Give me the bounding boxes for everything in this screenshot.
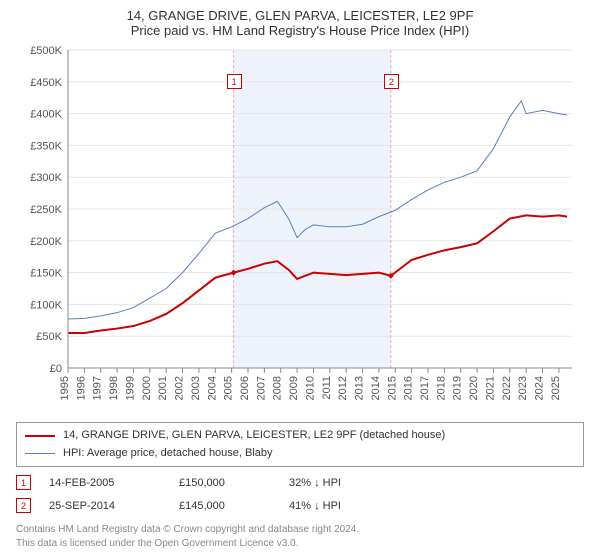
footer-line: Contains HM Land Registry data © Crown c… (16, 523, 584, 537)
event-marker-icon: 1 (227, 74, 242, 89)
transaction-marker-icon: 1 (16, 475, 31, 490)
svg-text:2025: 2025 (550, 376, 562, 400)
transaction-marker-icon: 2 (16, 498, 31, 513)
svg-text:£0: £0 (50, 363, 62, 375)
svg-text:£500K: £500K (30, 45, 62, 57)
svg-text:2016: 2016 (403, 376, 415, 400)
svg-text:2005: 2005 (223, 376, 235, 400)
svg-text:2024: 2024 (534, 376, 546, 400)
table-row: 1 14-FEB-2005 £150,000 32% ↓ HPI (16, 471, 584, 494)
svg-text:2000: 2000 (141, 376, 153, 400)
svg-text:1996: 1996 (75, 376, 87, 400)
svg-text:2006: 2006 (239, 376, 251, 400)
svg-text:2001: 2001 (157, 376, 169, 400)
svg-text:£200K: £200K (30, 236, 62, 248)
svg-text:£150K: £150K (30, 268, 62, 280)
title-sub: Price paid vs. HM Land Registry's House … (8, 23, 592, 38)
legend-label: HPI: Average price, detached house, Blab… (63, 445, 273, 463)
svg-text:1999: 1999 (124, 376, 136, 400)
svg-text:1998: 1998 (108, 376, 120, 400)
svg-text:2015: 2015 (386, 376, 398, 400)
legend-swatch (25, 435, 55, 437)
transactions-table: 1 14-FEB-2005 £150,000 32% ↓ HPI 2 25-SE… (16, 471, 584, 517)
svg-text:£250K: £250K (30, 204, 62, 216)
svg-text:£450K: £450K (30, 77, 62, 89)
transaction-date: 25-SEP-2014 (49, 500, 179, 512)
svg-text:2009: 2009 (288, 376, 300, 400)
line-chart: £0 £50K £100K £150K £200K £250K £300K £350K £400… (20, 44, 580, 414)
svg-text:2002: 2002 (174, 376, 186, 400)
event-marker-icon: 2 (384, 74, 399, 89)
svg-text:£300K: £300K (30, 172, 62, 184)
svg-text:£100K: £100K (30, 299, 62, 311)
chart-title-block: 14, GRANGE DRIVE, GLEN PARVA, LEICESTER,… (8, 8, 592, 38)
transaction-delta: 32% ↓ HPI (289, 477, 399, 489)
svg-text:2004: 2004 (206, 376, 218, 400)
title-main: 14, GRANGE DRIVE, GLEN PARVA, LEICESTER,… (8, 8, 592, 23)
svg-text:£50K: £50K (36, 331, 62, 343)
svg-text:2010: 2010 (304, 376, 316, 400)
footer-attribution: Contains HM Land Registry data © Crown c… (16, 523, 584, 550)
legend-item: HPI: Average price, detached house, Blab… (25, 445, 575, 463)
svg-text:2007: 2007 (255, 376, 267, 400)
transaction-date: 14-FEB-2005 (49, 477, 179, 489)
svg-text:1997: 1997 (92, 376, 104, 400)
svg-text:2022: 2022 (501, 376, 513, 400)
svg-text:2008: 2008 (272, 376, 284, 400)
svg-text:2019: 2019 (452, 376, 464, 400)
svg-text:1995: 1995 (59, 376, 71, 400)
svg-text:2021: 2021 (484, 376, 496, 400)
legend-label: 14, GRANGE DRIVE, GLEN PARVA, LEICESTER,… (63, 427, 445, 445)
legend-swatch (25, 453, 55, 454)
svg-text:2018: 2018 (435, 376, 447, 400)
svg-text:2003: 2003 (190, 376, 202, 400)
transaction-price: £145,000 (179, 500, 289, 512)
chart-svg: £0 £50K £100K £150K £200K £250K £300K £350K £400… (20, 44, 580, 414)
svg-text:2012: 2012 (337, 376, 349, 400)
footer-line: This data is licensed under the Open Gov… (16, 537, 584, 551)
table-row: 2 25-SEP-2014 £145,000 41% ↓ HPI (16, 494, 584, 517)
transaction-delta: 41% ↓ HPI (289, 500, 399, 512)
svg-text:£400K: £400K (30, 109, 62, 121)
legend: 14, GRANGE DRIVE, GLEN PARVA, LEICESTER,… (16, 422, 584, 467)
svg-text:£350K: £350K (30, 140, 62, 152)
legend-item: 14, GRANGE DRIVE, GLEN PARVA, LEICESTER,… (25, 427, 575, 445)
svg-text:2014: 2014 (370, 376, 382, 400)
svg-text:2013: 2013 (354, 376, 366, 400)
svg-text:2017: 2017 (419, 376, 431, 400)
svg-text:2011: 2011 (321, 376, 333, 400)
svg-text:2023: 2023 (517, 376, 529, 400)
transaction-price: £150,000 (179, 477, 289, 489)
svg-text:2020: 2020 (468, 376, 480, 400)
